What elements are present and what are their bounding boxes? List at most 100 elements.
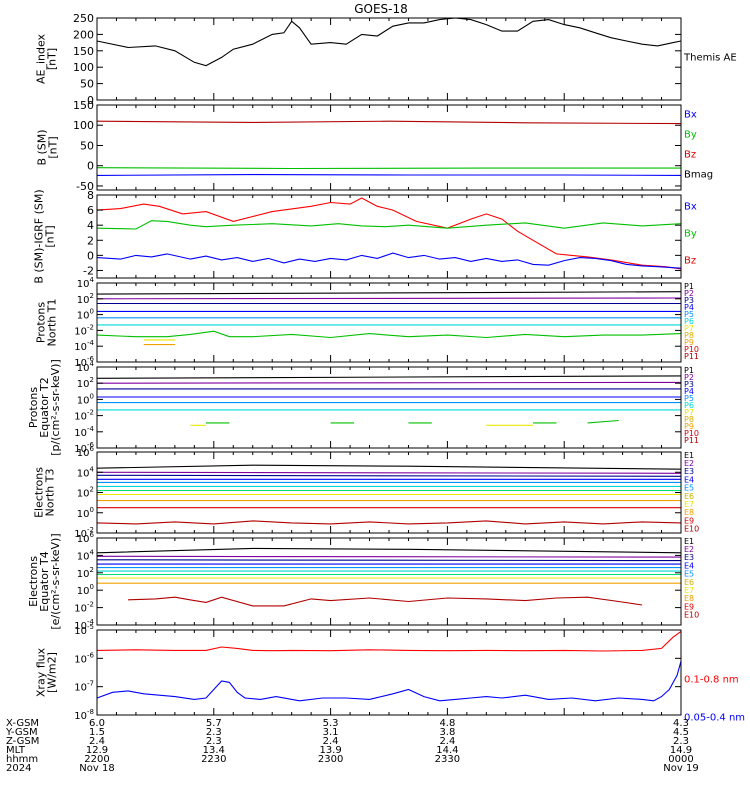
series-line-e3 (96, 474, 682, 477)
series-line-p1 (96, 291, 682, 295)
y-tick-label: 102 (77, 486, 94, 500)
y-tick-label: 100 (73, 119, 94, 132)
legend-item: E8 (684, 594, 694, 603)
y-tick-label: 104 (77, 276, 95, 290)
legend-item: Bx (684, 110, 697, 121)
legend-item: P5 (684, 394, 694, 403)
legend-item: E6 (684, 578, 694, 587)
y-tick-label: 10-5 (74, 623, 94, 637)
footer-value: 14.4 (436, 745, 458, 756)
legend-item: By (684, 130, 697, 141)
panel-frame (96, 282, 682, 363)
figure-title: GOES-18 (354, 2, 408, 16)
footer-value: 2.4 (89, 736, 105, 747)
y-axis-label: Xray flux[W/m2] (35, 647, 59, 697)
series-line-p2 (96, 297, 682, 300)
y-tick-label: 100 (73, 61, 94, 74)
series-line-by (96, 167, 681, 170)
legend-item: P9 (684, 422, 694, 431)
y-tick-label: 50 (80, 78, 94, 91)
panel-frame (96, 17, 682, 101)
legend-item: E5 (684, 484, 694, 493)
y-tick-label: 10-2 (74, 323, 94, 337)
legend-item: P8 (684, 331, 694, 340)
series-line-bx (96, 174, 682, 176)
y-axis-label: B (SM)[nT] (36, 129, 60, 165)
series-line-p7e (587, 419, 619, 424)
panel-frame (96, 451, 682, 534)
y-tick-label: 104 (77, 360, 95, 374)
legend-item: P4 (684, 303, 694, 312)
y-axis-label: B (SM)-IGRF (SM)[nT] (33, 189, 57, 283)
series-line-bz (96, 120, 682, 125)
legend-item: E3 (684, 553, 694, 562)
footer-value: 6.0 (89, 718, 105, 729)
footer-value: 2.4 (439, 736, 455, 747)
footer-value: 2200 (84, 754, 109, 765)
series-line-e11 (96, 520, 682, 525)
y-tick-label: 6 (87, 204, 94, 217)
legend-item: E7 (684, 586, 694, 595)
series-line-by (96, 220, 682, 230)
y-tick-label: 10-7 (74, 680, 94, 694)
panel-1: 0 50 100 150 200 250 AE_index[nT] Themis AE (35, 12, 737, 107)
footer-value: 13.4 (203, 745, 225, 756)
y-tick-label: 0 (87, 94, 94, 107)
legend-item: E9 (684, 516, 694, 525)
legend-item: P2 (684, 289, 694, 298)
legend-item: P6 (684, 317, 694, 326)
y-tick-label: 104 (77, 465, 95, 479)
footer-value: 12.9 (86, 745, 108, 756)
legend-item: E10 (684, 525, 699, 534)
footer-value: 4.3 (673, 718, 689, 729)
legend-item: E2 (684, 545, 694, 554)
y-tick-label: 10-4 (74, 618, 94, 632)
series-line-bz (96, 197, 682, 270)
panel-5: 10-6 10-4 10-2 100 102 104 ProtonsEquator T2[p… (27, 359, 699, 456)
y-tick-label: 8 (87, 189, 94, 202)
footer-value: 3.8 (439, 727, 455, 738)
y-tick-label: 200 (73, 28, 94, 41)
y-tick-label: -50 (76, 180, 94, 193)
footer-value: 4.8 (439, 718, 455, 729)
y-tick-label: 10-2 (74, 526, 94, 540)
footer-row-label: X-GSM (6, 718, 39, 729)
legend-item: E3 (684, 467, 694, 476)
legend-item: P3 (684, 380, 694, 389)
footer-value: 2330 (435, 754, 460, 765)
y-tick-label: 10-6 (74, 651, 94, 665)
legend-item: P5 (684, 310, 694, 319)
footer-value: 14.9 (670, 745, 692, 756)
legend-item: 0.1-0.8 nm (684, 675, 739, 686)
y-axis-label: ElectronsNorth T3 (33, 467, 57, 518)
legend-item: E4 (684, 475, 694, 484)
series-line-e2 (96, 471, 682, 474)
footer-value: 2.4 (323, 736, 339, 747)
y-tick-label: 104 (77, 548, 95, 562)
legend-item: E4 (684, 561, 694, 570)
legend-item: E5 (684, 570, 694, 579)
legend-item: P10 (684, 345, 699, 354)
series-line-p2 (96, 381, 682, 384)
y-tick-label: 10-6 (74, 355, 94, 369)
series-line-e10 (128, 596, 643, 607)
legend-item: P7 (684, 408, 694, 417)
y-tick-label: 2 (87, 234, 94, 247)
series-line-themis-ae (96, 17, 682, 67)
footer-row-label: hhmm (6, 754, 38, 765)
footer-value: 2.3 (673, 736, 689, 747)
legend-item: P11 (684, 436, 699, 445)
legend-item: E10 (684, 611, 699, 620)
legend-item: P6 (684, 401, 694, 410)
y-tick-label: 102 (77, 376, 94, 390)
legend-item: E7 (684, 500, 694, 509)
footer-value: 4.5 (673, 727, 689, 738)
y-tick-label: 250 (73, 12, 94, 25)
footer-value: 2.3 (206, 727, 222, 738)
footer-value: 1.5 (89, 727, 105, 738)
y-tick-label: 10-6 (74, 441, 94, 455)
y-tick-label: 106 (77, 445, 95, 459)
panel-frame (96, 194, 682, 279)
